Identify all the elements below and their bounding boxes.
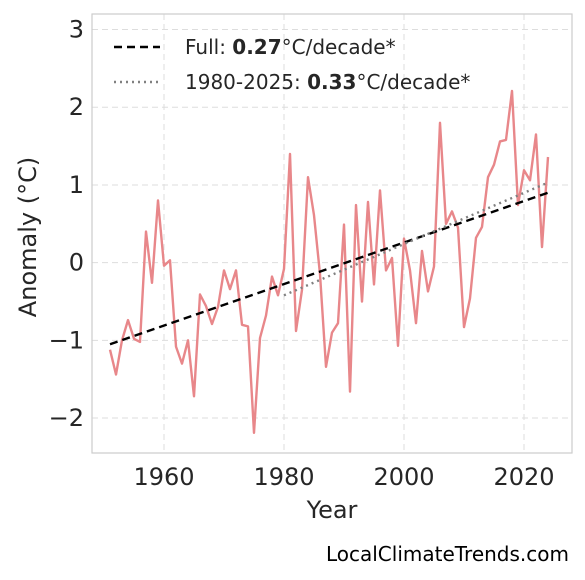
legend-label-full: Full: 0.27°C/decade* (185, 35, 396, 59)
x-tick-label: 1980 (253, 463, 314, 491)
x-tick-label: 2020 (493, 463, 554, 491)
y-tick-label: 0 (69, 249, 84, 277)
anomaly-series-line (108, 89, 550, 434)
legend-full-suffix: °C/decade* (282, 35, 396, 59)
legend-recent-suffix: °C/decade* (356, 70, 470, 94)
trend-line-full (109, 191, 549, 346)
site-credit: LocalClimateTrends.com (326, 542, 569, 566)
grid-lines (92, 14, 572, 453)
data-series (108, 89, 550, 434)
x-axis-label: Year (306, 496, 358, 524)
axis-ticks: 1960 1980 2000 2020 −2 −1 0 1 2 3 (49, 16, 555, 491)
y-tick-label: 2 (69, 93, 84, 121)
y-tick-label: −2 (49, 404, 84, 432)
y-tick-label: 3 (69, 16, 84, 44)
x-tick-label: 1960 (133, 463, 194, 491)
legend-full-value: 0.27 (232, 35, 281, 59)
x-tick-label: 2000 (373, 463, 434, 491)
legend-label-recent: 1980-2025: 0.33°C/decade* (185, 70, 470, 94)
legend-recent-prefix: 1980-2025: (185, 70, 307, 94)
legend: Full: 0.27°C/decade* 1980-2025: 0.33°C/d… (114, 35, 470, 94)
y-tick-label: 1 (69, 171, 84, 199)
legend-full-prefix: Full: (185, 35, 232, 59)
legend-recent-value: 0.33 (307, 70, 356, 94)
trend-line-recent (283, 181, 549, 297)
y-axis-label: Anomaly (°C) (14, 157, 42, 317)
plot-frame (91, 13, 573, 454)
y-tick-label: −1 (49, 326, 84, 354)
